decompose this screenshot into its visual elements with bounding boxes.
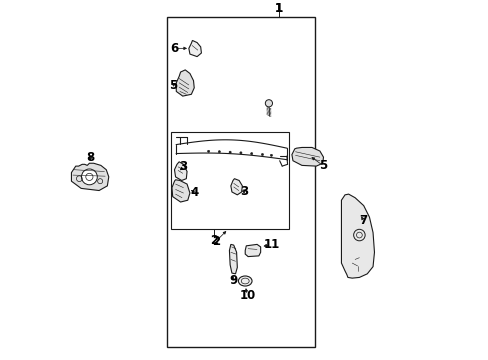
Text: 7: 7	[359, 214, 367, 227]
Text: 1: 1	[274, 2, 282, 15]
Polygon shape	[229, 244, 237, 274]
Polygon shape	[244, 244, 260, 257]
Circle shape	[265, 100, 272, 107]
Text: 3: 3	[179, 160, 187, 173]
Text: 9: 9	[228, 274, 237, 287]
Text: 8: 8	[86, 150, 95, 164]
Polygon shape	[174, 162, 187, 180]
Polygon shape	[176, 70, 194, 96]
Polygon shape	[172, 180, 189, 202]
Ellipse shape	[238, 276, 251, 286]
Text: 5: 5	[318, 159, 326, 172]
Polygon shape	[341, 194, 374, 278]
Circle shape	[218, 150, 220, 153]
Circle shape	[261, 153, 263, 156]
Circle shape	[250, 153, 252, 155]
Text: 2: 2	[211, 235, 220, 248]
Bar	[167, 17, 314, 347]
Text: 3: 3	[240, 185, 248, 198]
Text: 10: 10	[239, 289, 255, 302]
Polygon shape	[188, 40, 201, 57]
Text: 6: 6	[170, 42, 178, 55]
Polygon shape	[230, 179, 242, 195]
Text: 4: 4	[190, 186, 198, 199]
Circle shape	[228, 151, 231, 153]
Text: 1: 1	[274, 2, 282, 15]
Text: 11: 11	[263, 238, 279, 251]
Polygon shape	[71, 163, 108, 190]
Polygon shape	[291, 148, 323, 166]
Circle shape	[207, 150, 209, 152]
Text: 5: 5	[168, 79, 177, 92]
Circle shape	[239, 152, 242, 154]
Text: 2: 2	[209, 234, 218, 247]
Bar	[170, 132, 289, 229]
Circle shape	[81, 169, 97, 185]
Circle shape	[270, 154, 272, 156]
